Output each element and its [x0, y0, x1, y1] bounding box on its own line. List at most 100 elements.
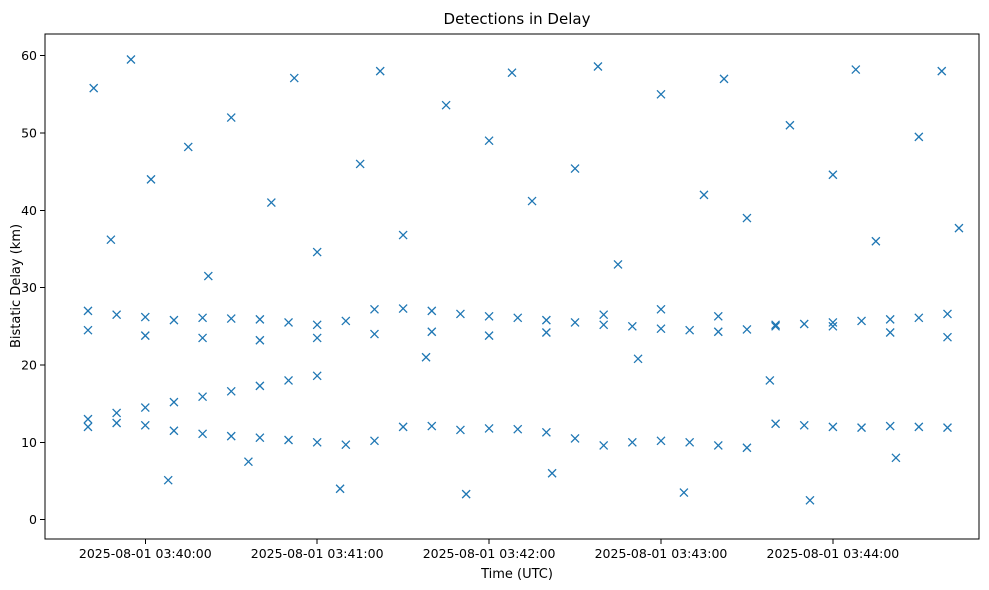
data-point — [375, 66, 385, 76]
data-point — [226, 113, 236, 122]
data-point — [857, 316, 866, 326]
data-point — [570, 164, 580, 174]
data-point — [785, 120, 795, 130]
data-point — [828, 318, 838, 327]
data-point — [713, 440, 723, 450]
data-point — [828, 422, 838, 432]
data-point — [742, 443, 752, 453]
data-point — [851, 65, 861, 75]
data-point — [341, 316, 351, 326]
data-point — [656, 89, 666, 99]
data-point — [226, 386, 236, 396]
data-point — [570, 318, 580, 327]
data-point — [398, 304, 408, 314]
data-point — [140, 331, 150, 341]
data-point — [593, 62, 603, 71]
data-point — [427, 327, 437, 337]
data-point — [771, 320, 781, 330]
data-point — [742, 324, 752, 334]
data-point — [541, 328, 551, 337]
data-point — [484, 331, 494, 341]
data-point — [713, 311, 723, 321]
x-axis: 2025-08-01 03:40:00 2025-08-01 03:41:00 20… — [79, 539, 899, 561]
data-point — [613, 259, 623, 269]
chart-title: Detections in Delay — [444, 10, 591, 28]
data-point — [633, 354, 643, 364]
x-tick-label: 2025-08-01 03:44:00 — [767, 546, 900, 561]
y-tick-label: 40 — [21, 203, 37, 218]
data-point — [255, 381, 265, 391]
data-point — [427, 306, 437, 316]
data-point — [427, 421, 437, 431]
data-point — [370, 304, 379, 314]
data-point — [771, 419, 781, 429]
data-point — [765, 376, 775, 385]
data-point — [126, 55, 136, 64]
data-point — [455, 309, 465, 319]
data-point — [441, 100, 451, 110]
data-point — [891, 453, 901, 463]
data-point — [857, 423, 866, 433]
data-point — [284, 376, 293, 385]
data-point — [169, 397, 179, 407]
data-point — [198, 333, 208, 343]
data-point — [513, 424, 523, 434]
x-tick-label: 2025-08-01 03:41:00 — [251, 546, 384, 561]
data-point — [226, 431, 236, 441]
data-point — [255, 335, 265, 345]
data-point — [226, 314, 236, 324]
data-point — [685, 325, 695, 335]
data-point — [398, 422, 408, 432]
data-point — [83, 414, 93, 424]
data-point — [627, 437, 637, 447]
data-point — [355, 159, 365, 169]
data-point — [719, 74, 729, 84]
data-point — [914, 313, 924, 323]
data-point — [284, 318, 293, 327]
data-point — [370, 436, 379, 446]
y-tick-label: 20 — [21, 357, 37, 372]
data-point — [421, 352, 431, 362]
data-point — [547, 468, 557, 478]
data-point — [656, 324, 666, 334]
data-point — [805, 495, 815, 505]
data-point — [112, 418, 122, 428]
data-point — [83, 306, 93, 316]
data-point — [713, 327, 723, 337]
data-point — [335, 484, 345, 494]
data-point — [943, 332, 952, 342]
y-axis-label: Bistatic Delay (km) — [9, 224, 24, 348]
data-point — [112, 310, 122, 320]
data-point — [312, 333, 322, 343]
plot-marks — [83, 55, 964, 505]
y-axis: 0 10 20 30 40 50 60 — [21, 48, 45, 527]
y-tick-label: 0 — [29, 512, 37, 527]
data-point — [541, 315, 551, 325]
y-tick-label: 50 — [21, 125, 37, 140]
x-tick-label: 2025-08-01 03:40:00 — [79, 546, 212, 561]
data-point — [943, 309, 952, 319]
data-point — [570, 434, 580, 443]
data-point — [243, 457, 253, 467]
y-tick-label: 30 — [21, 280, 37, 295]
data-point — [284, 435, 293, 445]
data-point — [169, 426, 179, 436]
data-point — [685, 437, 695, 447]
data-point — [541, 427, 551, 437]
data-point — [484, 423, 494, 433]
data-point — [885, 328, 895, 337]
data-point — [312, 371, 322, 381]
data-point — [312, 437, 322, 447]
data-point — [169, 315, 179, 325]
data-point — [484, 311, 494, 321]
x-tick-label: 2025-08-01 03:43:00 — [595, 546, 728, 561]
data-point — [455, 425, 465, 435]
data-point — [771, 321, 781, 331]
data-point — [140, 420, 150, 430]
data-point — [484, 136, 494, 146]
data-point — [699, 190, 709, 200]
y-tick-label: 60 — [21, 48, 37, 63]
data-point — [885, 421, 895, 431]
